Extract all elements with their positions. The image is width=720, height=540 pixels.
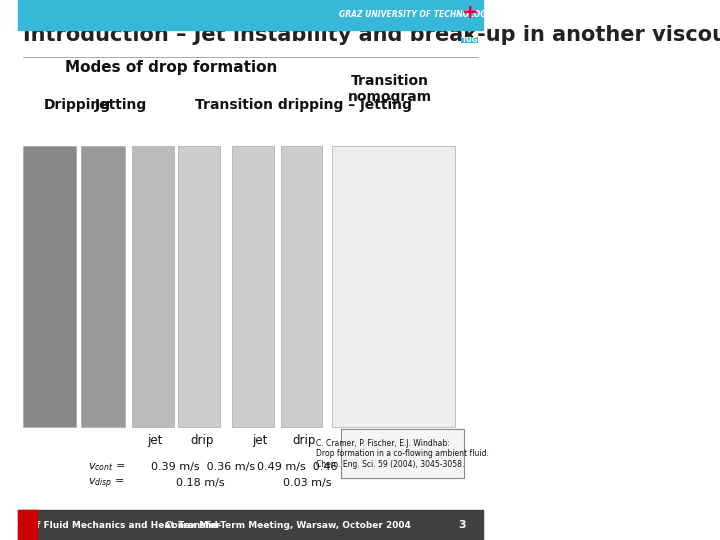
Text: Transition dripping – jetting: Transition dripping – jetting bbox=[194, 98, 412, 112]
Text: drip: drip bbox=[292, 434, 315, 447]
Bar bbox=[18, 510, 37, 540]
Text: +: + bbox=[462, 3, 478, 22]
Bar bbox=[232, 146, 274, 427]
Bar bbox=[132, 146, 174, 427]
Text: GRAZ UNIVERSITY OF TECHNOLOGY: GRAZ UNIVERSITY OF TECHNOLOGY bbox=[339, 10, 492, 19]
Bar bbox=[18, 0, 482, 30]
Text: $v_{disp}$ =: $v_{disp}$ = bbox=[88, 476, 125, 490]
Text: 0.03 m/s: 0.03 m/s bbox=[283, 478, 331, 488]
Text: Dripping: Dripping bbox=[44, 98, 111, 112]
Text: C. Cramer, P. Fischer, E.J. Windhab:
Drop formation in a co-flowing ambient flui: C. Cramer, P. Fischer, E.J. Windhab: Dro… bbox=[316, 438, 489, 469]
Text: Conex Mid-Term Meeting, Warsaw, October 2004: Conex Mid-Term Meeting, Warsaw, October … bbox=[165, 521, 410, 530]
Text: $v_{cont}$ =: $v_{cont}$ = bbox=[88, 461, 125, 473]
Bar bbox=[332, 146, 455, 427]
Text: Institute of Fluid Mechanics and Heat Transfer: Institute of Fluid Mechanics and Heat Tr… bbox=[0, 521, 220, 530]
Bar bbox=[23, 146, 76, 427]
Text: 0.39 m/s  0.36 m/s: 0.39 m/s 0.36 m/s bbox=[150, 462, 255, 472]
Text: 0.18 m/s: 0.18 m/s bbox=[176, 478, 225, 488]
Text: Introduction – Jet instability and break-up in another viscous liquid: Introduction – Jet instability and break… bbox=[23, 25, 720, 45]
Text: TUG: TUG bbox=[462, 37, 478, 43]
Text: jet: jet bbox=[252, 434, 267, 447]
Text: Transition
nomogram: Transition nomogram bbox=[348, 74, 432, 104]
Text: jet: jet bbox=[148, 434, 163, 447]
Text: Jetting: Jetting bbox=[95, 98, 147, 112]
Bar bbox=[341, 429, 464, 478]
Bar bbox=[18, 510, 482, 540]
Bar bbox=[281, 146, 323, 427]
Text: 0.49 m/s  0.46 m/s: 0.49 m/s 0.46 m/s bbox=[258, 462, 362, 472]
Bar bbox=[81, 146, 125, 427]
Text: Modes of drop formation: Modes of drop formation bbox=[65, 60, 277, 75]
Text: drip: drip bbox=[190, 434, 213, 447]
Bar bbox=[179, 146, 220, 427]
Text: 3: 3 bbox=[458, 520, 466, 530]
